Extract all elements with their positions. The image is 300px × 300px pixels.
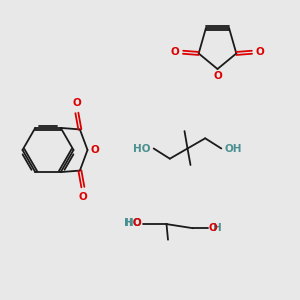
Text: OH: OH (224, 143, 242, 154)
Text: O: O (91, 145, 99, 155)
Text: O: O (256, 47, 265, 57)
Text: O: O (73, 98, 81, 108)
Text: H: H (125, 218, 134, 229)
Text: HO: HO (124, 218, 142, 229)
Text: HO: HO (133, 143, 151, 154)
Text: O: O (170, 47, 179, 57)
Text: O: O (133, 218, 142, 229)
Text: O: O (213, 71, 222, 81)
Text: O: O (79, 192, 87, 202)
Text: O: O (208, 223, 217, 232)
Text: H: H (213, 223, 222, 232)
